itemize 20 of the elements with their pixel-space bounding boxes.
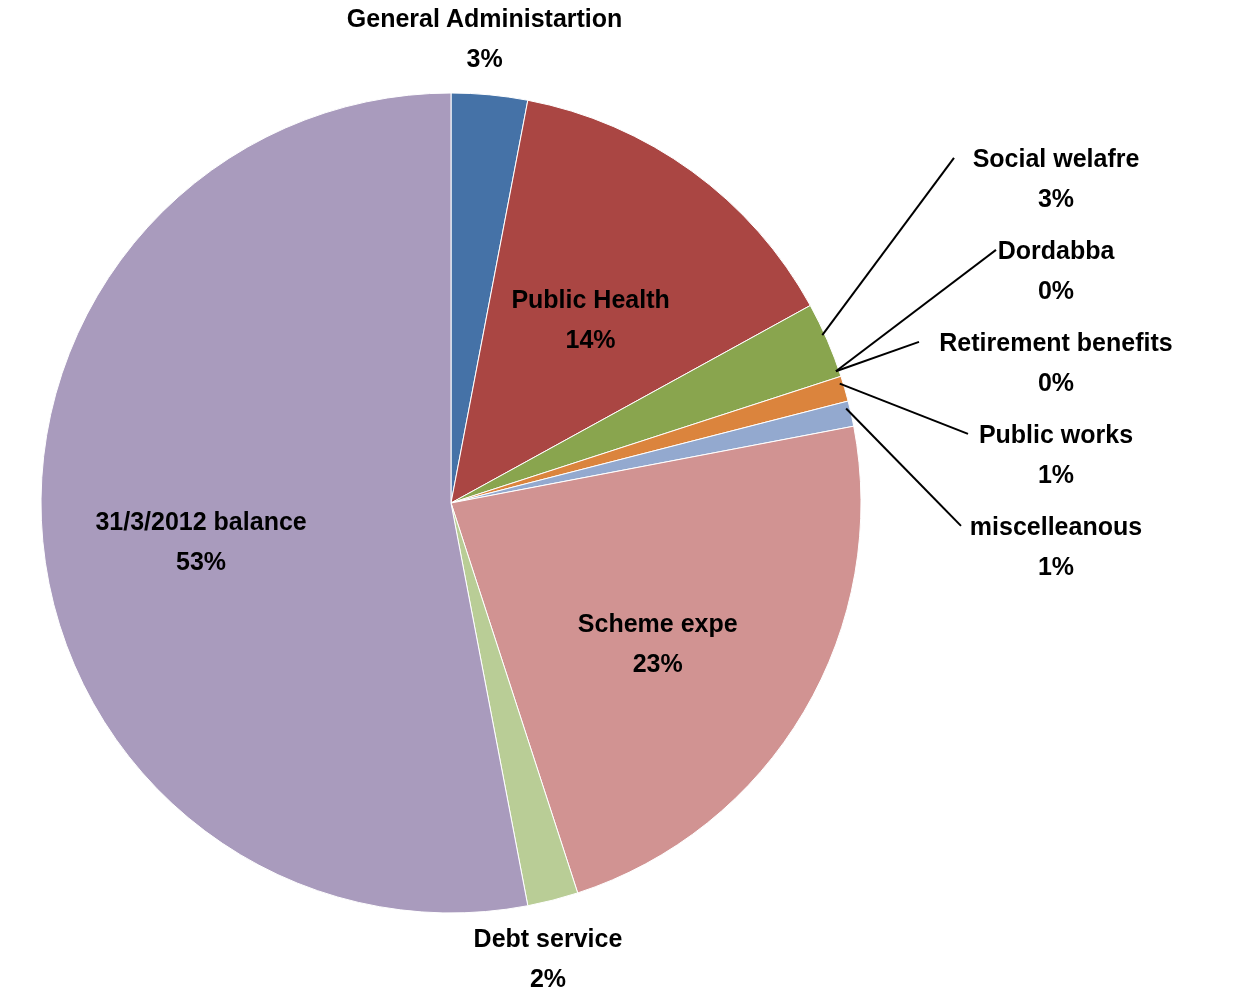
data-label: 23% bbox=[632, 648, 683, 677]
data-label: 3% bbox=[466, 43, 503, 72]
data-label: 14% bbox=[565, 324, 616, 353]
data-label: 1% bbox=[1037, 551, 1075, 580]
text: 0% bbox=[1037, 275, 1075, 304]
data-label: 1% bbox=[1037, 459, 1075, 488]
legend-label: Retirement benefits bbox=[939, 327, 1173, 356]
data-label: 53% bbox=[176, 546, 227, 575]
slice-label: Public Health bbox=[511, 284, 670, 313]
slice-label: Public works bbox=[978, 419, 1134, 448]
text: 0% bbox=[1037, 367, 1075, 396]
data-label: 2% bbox=[529, 963, 567, 992]
slice-label: Social welafre bbox=[972, 143, 1140, 172]
data-label: 3% bbox=[1037, 183, 1075, 212]
slice-label: General Administartion bbox=[346, 3, 623, 32]
slice-label: Debt service bbox=[473, 923, 623, 952]
slice-label: Scheme expe bbox=[577, 608, 738, 637]
category-label: Dordabba bbox=[997, 235, 1115, 264]
slice-label: miscelleanous bbox=[969, 511, 1143, 540]
slice-label: 31/3/2012 balance bbox=[95, 506, 307, 535]
